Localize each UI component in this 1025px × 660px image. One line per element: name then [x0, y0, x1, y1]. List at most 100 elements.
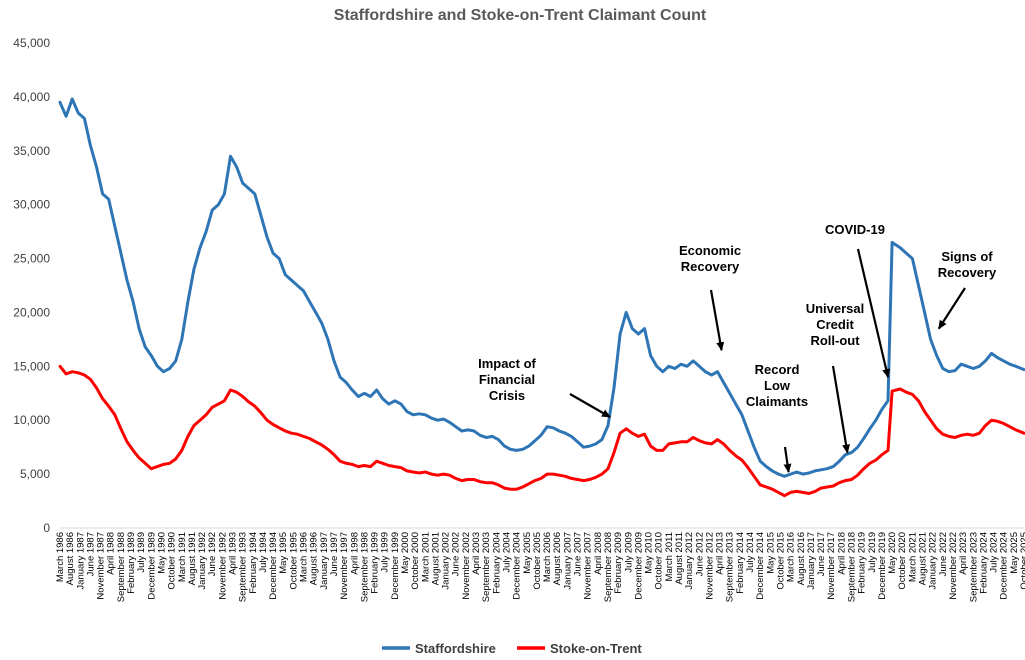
legend-item: Staffordshire — [382, 641, 496, 656]
y-tick-label: 45,000 — [13, 36, 50, 50]
x-tick-label: September 1988 — [116, 532, 127, 602]
x-tick-label: January 1987 — [75, 532, 86, 590]
x-tick-label: December 1994 — [268, 532, 279, 600]
annotation-arrow — [937, 287, 966, 330]
annotation-label: Impact of — [478, 356, 536, 371]
x-tick-label: November 2012 — [704, 532, 715, 600]
legend: Staffordshire Stoke-on-Trent — [382, 641, 642, 656]
series-line-stoke-on-trent — [58, 364, 1025, 498]
x-tick-label: April 1993 — [228, 532, 239, 575]
annotation-label: Crisis — [489, 388, 525, 403]
annotation-label: Financial — [479, 372, 535, 387]
x-tick-label: December 2004 — [512, 532, 523, 600]
y-tick-label: 20,000 — [13, 305, 50, 319]
x-tick-label: January 2007 — [562, 532, 573, 590]
x-tick-label: November 2022 — [948, 532, 959, 600]
x-tick-label: June 1992 — [207, 532, 218, 576]
x-tick-label: July 2024 — [989, 532, 1000, 573]
x-tick-label: March 1986 — [55, 532, 66, 582]
x-tick-label: April 1988 — [106, 532, 117, 575]
x-tick-label: August 2016 — [796, 532, 807, 585]
x-tick-label: January 2017 — [806, 532, 817, 590]
x-tick-label: March 2016 — [786, 532, 797, 582]
annotation-label: Recovery — [681, 259, 740, 274]
x-tick-label: March 2001 — [420, 532, 431, 582]
x-tick-label: December 2014 — [755, 532, 766, 600]
x-tick-label: January 1992 — [197, 532, 208, 590]
x-tick-label: May 2000 — [400, 532, 411, 574]
x-tick-label: November 2002 — [461, 532, 472, 600]
x-tick-label: September 2023 — [968, 532, 979, 602]
x-tick-label: December 1999 — [390, 532, 401, 600]
annotation-label: Record — [755, 362, 800, 377]
x-tick-label: February 1999 — [370, 532, 381, 594]
x-tick-label: May 2005 — [522, 532, 533, 574]
x-tick-label: June 2022 — [938, 532, 949, 576]
x-tick-label: June 2002 — [451, 532, 462, 576]
series-layer — [58, 97, 1025, 498]
x-tick-label: July 1989 — [136, 532, 147, 573]
x-tick-label: June 2012 — [694, 532, 705, 576]
x-tick-label: October 2025 — [1019, 532, 1025, 590]
x-tick-label: October 1995 — [288, 532, 299, 590]
annotation-label: Low — [764, 378, 791, 393]
x-tick-label: September 2003 — [481, 532, 492, 602]
y-tick-label: 35,000 — [13, 144, 50, 158]
x-tick-label: June 2017 — [816, 532, 827, 576]
x-tick-label: March 2006 — [542, 532, 553, 582]
legend-item: Stoke-on-Trent — [517, 641, 642, 656]
x-tick-label: February 2024 — [978, 532, 989, 594]
x-tick-label: February 1989 — [126, 532, 137, 594]
x-tick-label: September 2018 — [846, 532, 857, 602]
x-tick-label: November 2017 — [826, 532, 837, 600]
x-tick-label: June 1987 — [85, 532, 96, 576]
y-tick-label: 5,000 — [20, 467, 50, 481]
x-tick-label: August 1986 — [65, 532, 76, 585]
x-tick-label: December 1989 — [146, 532, 157, 600]
x-tick-label: January 2012 — [684, 532, 695, 590]
chart-title: Staffordshire and Stoke-on-Trent Claiman… — [334, 7, 707, 24]
annotation-label: COVID-19 — [825, 222, 885, 237]
x-tick-label: September 1998 — [359, 532, 370, 602]
annotation-label: Roll-out — [810, 333, 860, 348]
x-tick-label: July 1994 — [258, 532, 269, 573]
y-tick-label: 10,000 — [13, 413, 50, 427]
x-tick-label: August 1996 — [309, 532, 320, 585]
series-line-staffordshire — [58, 97, 1025, 478]
x-tick-label: May 2025 — [1009, 532, 1020, 574]
annotation-label: Economic — [679, 243, 741, 258]
x-tick-label: August 2021 — [918, 532, 929, 585]
x-tick-label: March 2021 — [907, 532, 918, 582]
x-tick-label: January 2022 — [928, 532, 939, 590]
annotation-arrow — [709, 289, 725, 352]
x-tick-label: May 2015 — [765, 532, 776, 574]
x-tick-label: February 2019 — [857, 532, 868, 594]
x-tick-label: August 2011 — [674, 532, 685, 585]
x-tick-label: October 2010 — [654, 532, 665, 590]
x-tick-label: August 2006 — [552, 532, 563, 585]
x-tick-label: December 2024 — [999, 532, 1010, 600]
x-tick-label: April 1998 — [349, 532, 360, 575]
x-tick-label: March 1991 — [177, 532, 188, 582]
y-tick-label: 0 — [43, 521, 50, 535]
annotation-arrow — [569, 393, 611, 418]
x-tick-label: October 2005 — [532, 532, 543, 590]
x-tick-label: July 2004 — [501, 532, 512, 573]
x-tick-label: July 1999 — [380, 532, 391, 573]
x-tick-label: April 2013 — [715, 532, 726, 575]
x-tick-label: January 2002 — [441, 532, 452, 590]
x-tick-label: November 2007 — [583, 532, 594, 600]
y-tick-label: 40,000 — [13, 90, 50, 104]
y-tick-label: 30,000 — [13, 198, 50, 212]
x-tick-label: April 2018 — [836, 532, 847, 575]
x-tick-label: October 1990 — [167, 532, 178, 590]
x-tick-label: July 2014 — [745, 532, 756, 573]
legend-label: Staffordshire — [415, 641, 496, 656]
x-tick-label: May 1990 — [156, 532, 167, 574]
